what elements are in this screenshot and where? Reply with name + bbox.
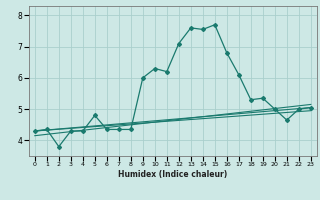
X-axis label: Humidex (Indice chaleur): Humidex (Indice chaleur)	[118, 170, 228, 179]
